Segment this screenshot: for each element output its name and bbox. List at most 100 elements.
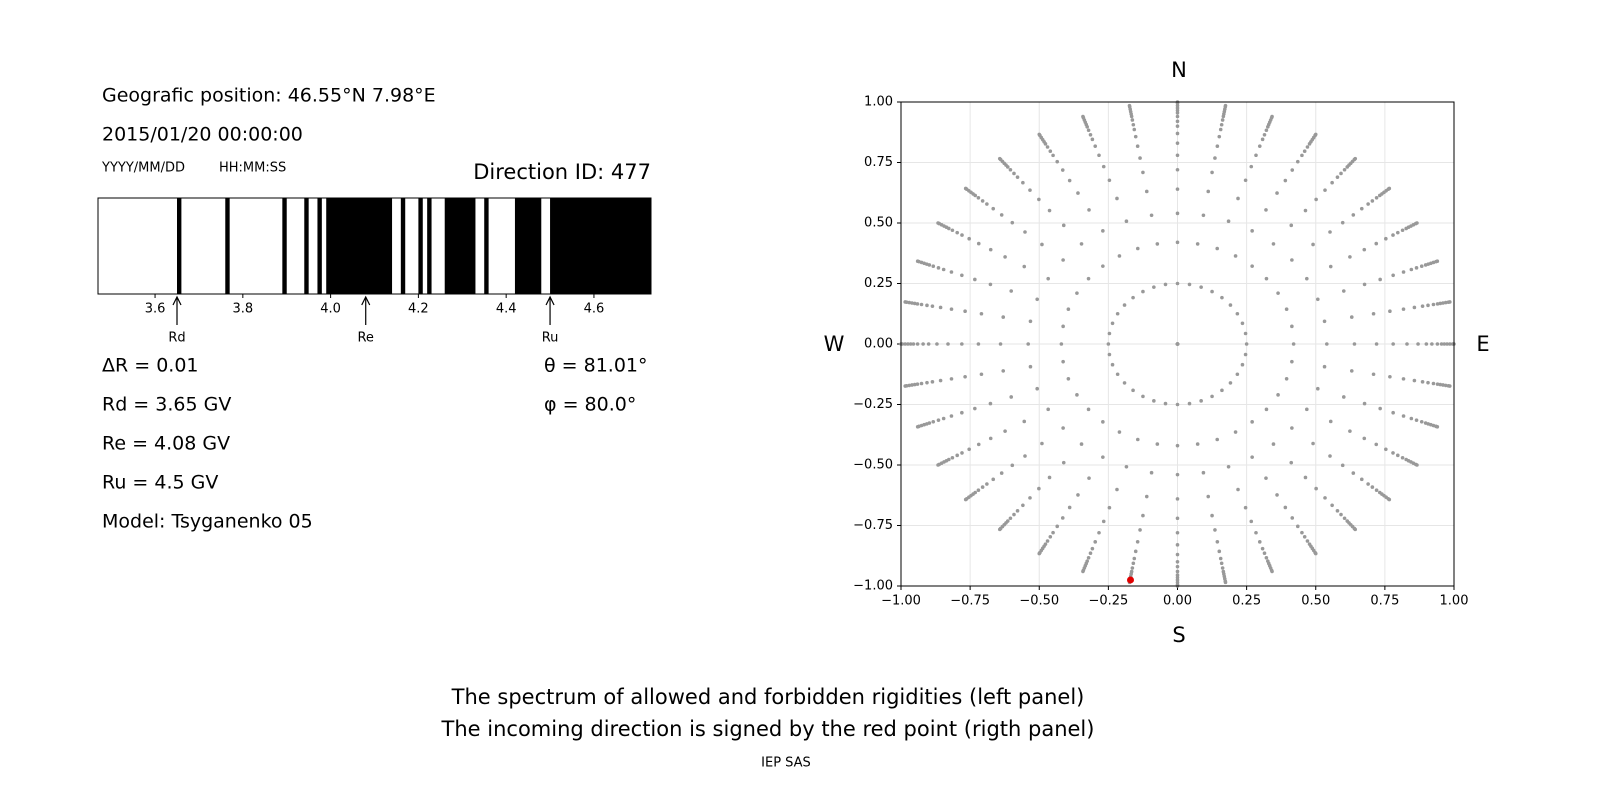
direction-point <box>1435 259 1440 264</box>
credit: IEP SAS <box>761 756 811 771</box>
direction-point <box>915 382 920 386</box>
direction-point <box>1076 191 1080 195</box>
direction-point <box>1349 369 1354 373</box>
direction-point <box>1101 420 1105 424</box>
direction-point <box>1040 441 1044 446</box>
direction-point <box>1348 429 1352 433</box>
direction-point <box>976 342 981 346</box>
direction-point <box>1328 454 1332 458</box>
direction-point <box>1235 311 1240 316</box>
forbidden-band <box>304 198 309 294</box>
direction-point <box>1391 451 1395 455</box>
direction-point <box>930 304 935 308</box>
direction-point <box>936 266 941 270</box>
direction-point <box>912 382 917 387</box>
direction-point <box>1295 159 1300 164</box>
x-tick-label: 4.2 <box>408 302 429 317</box>
direction-point <box>1213 156 1217 160</box>
direction-point <box>1210 513 1214 518</box>
direction-point <box>1250 455 1254 459</box>
direction-point <box>1021 180 1025 185</box>
direction-point <box>907 383 912 388</box>
direction-point <box>1233 430 1238 434</box>
direction-point <box>1163 282 1168 287</box>
direction-point <box>1107 505 1112 510</box>
direction-point <box>1405 342 1409 346</box>
x-tick-label: 4.6 <box>584 302 605 317</box>
direction-point <box>1023 454 1027 458</box>
direction-point <box>1342 167 1347 172</box>
direction-point <box>1441 383 1445 387</box>
direction-point <box>1155 242 1160 246</box>
marker-arrowhead <box>361 295 371 306</box>
direction-point <box>1400 455 1405 460</box>
direction-point <box>1086 276 1091 281</box>
direction-point <box>1254 153 1258 158</box>
direction-point <box>1447 384 1452 388</box>
direction-point <box>950 228 955 233</box>
direction-point <box>1328 230 1332 234</box>
x-tick-label: 1.00 <box>1440 594 1469 609</box>
direction-point <box>976 241 981 246</box>
direction-point <box>1366 482 1370 486</box>
direction-point <box>1086 128 1091 133</box>
direction-point <box>1008 167 1013 172</box>
position: Geografic position: 46.55°N 7.98°E <box>102 85 436 107</box>
direction-point <box>1131 561 1136 566</box>
direction-point <box>1009 395 1014 399</box>
direction-point <box>1220 118 1225 122</box>
direction-point <box>1264 208 1268 212</box>
direction-point <box>1316 386 1320 391</box>
datetime: 2015/01/20 00:00:00 <box>102 124 303 146</box>
direction-point <box>936 418 941 422</box>
direction-point <box>991 477 996 482</box>
direction-point <box>1127 103 1132 108</box>
direction-point <box>1131 122 1136 127</box>
direction-point <box>1391 233 1395 237</box>
direction-point <box>1305 276 1309 281</box>
direction-point <box>1262 551 1267 556</box>
direction-point <box>967 236 971 241</box>
direction-point <box>1088 551 1093 556</box>
forbidden-band <box>418 198 423 294</box>
forbidden-band <box>514 198 542 294</box>
direction-point <box>1270 569 1274 574</box>
direction-point <box>1175 402 1180 407</box>
direction-point <box>1110 362 1115 367</box>
direction-point <box>925 303 929 308</box>
direction-point <box>979 311 984 316</box>
direction-point <box>1015 509 1020 513</box>
direction-point <box>1028 188 1032 192</box>
direction-point <box>985 202 989 206</box>
forbidden-band <box>400 198 406 294</box>
y-tick-label: 0.50 <box>864 216 893 231</box>
direction-point <box>1035 297 1039 302</box>
forbidden-band <box>427 198 432 294</box>
direction-point <box>915 342 920 346</box>
direction-point <box>1352 342 1357 346</box>
direction-point <box>1244 342 1249 346</box>
direction-point <box>1122 381 1127 385</box>
direction-point <box>1175 516 1180 521</box>
direction-point <box>1401 414 1406 418</box>
direction-point <box>1081 114 1085 119</box>
direction-point <box>1175 114 1180 119</box>
direction-point <box>1257 540 1262 544</box>
direction-point <box>1055 159 1060 164</box>
direction-point <box>1351 471 1356 475</box>
direction-point <box>1067 505 1072 510</box>
direction-point <box>1175 131 1180 136</box>
direction-point <box>1175 124 1180 128</box>
direction-point <box>907 300 912 305</box>
x-tick-label: −0.75 <box>950 594 990 609</box>
direction-point <box>1228 303 1233 307</box>
direction-point <box>1175 564 1180 569</box>
ru: Ru = 4.5 GV <box>102 472 218 494</box>
rd: Rd = 3.65 GV <box>102 394 231 416</box>
direction-point <box>1419 264 1424 268</box>
delta-r: ΔR = 0.01 <box>102 355 199 377</box>
direction-point <box>1431 302 1436 307</box>
direction-point <box>1400 228 1405 233</box>
direction-point <box>1175 141 1180 145</box>
direction-point <box>1046 407 1050 412</box>
